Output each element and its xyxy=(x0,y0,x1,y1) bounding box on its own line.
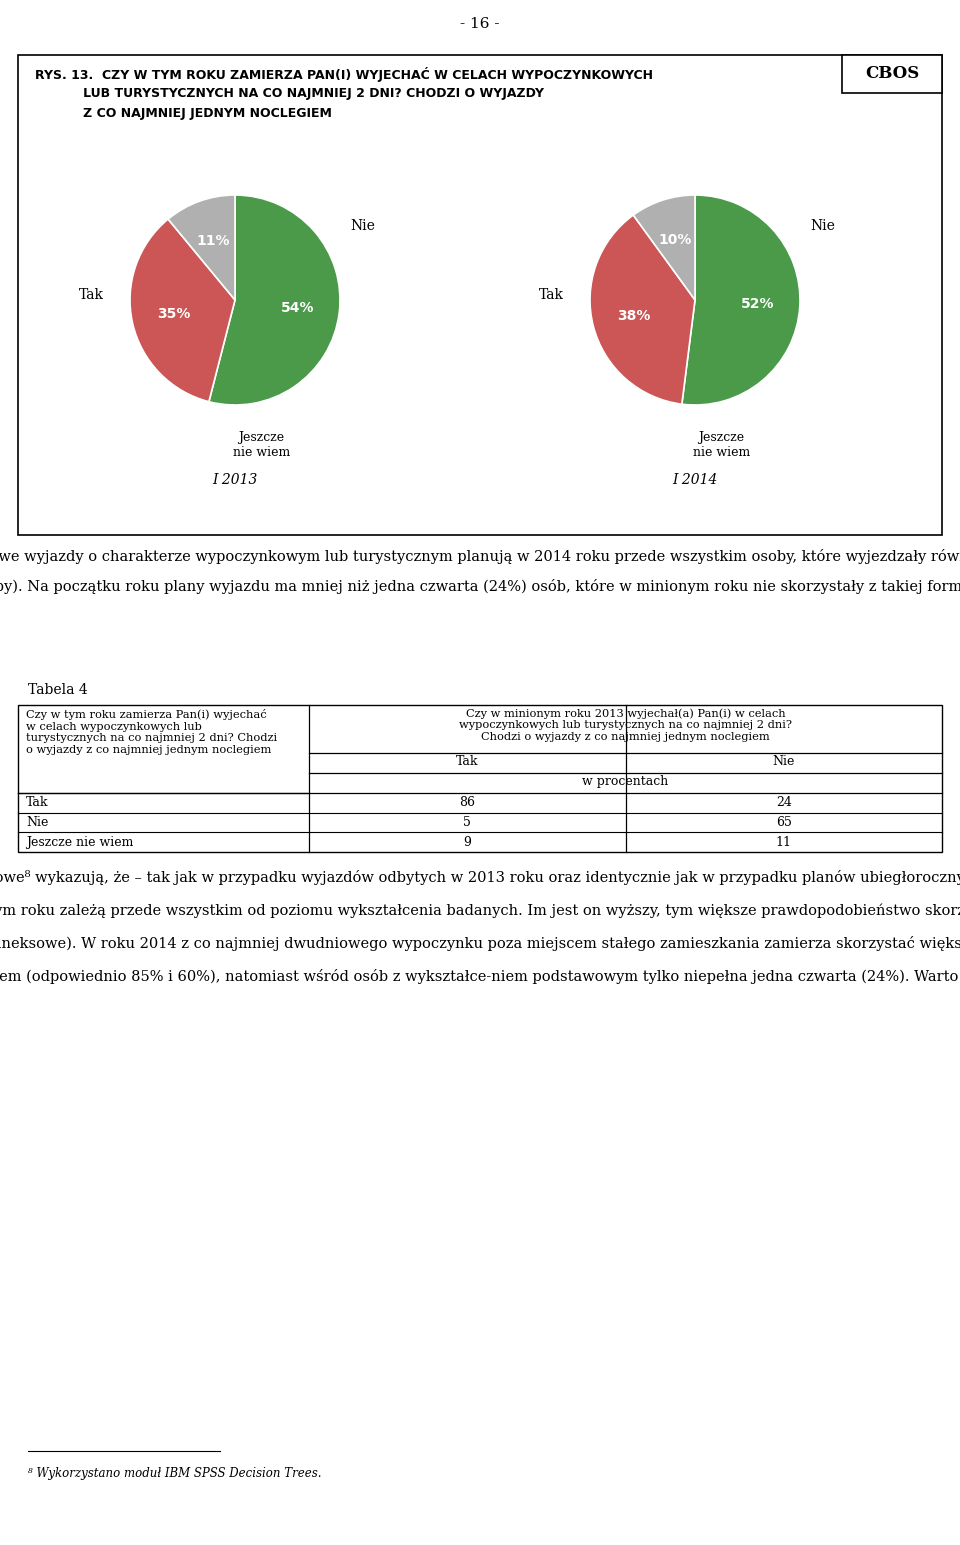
Text: - 16 -: - 16 - xyxy=(460,17,500,31)
Text: 11: 11 xyxy=(776,836,792,848)
Text: 52%: 52% xyxy=(741,297,775,311)
Text: 86: 86 xyxy=(459,796,475,810)
Text: i średnim wykształceniem (odpowiednio 85% i 60%), natomiast wśród osób z wykszta: i średnim wykształceniem (odpowiednio 85… xyxy=(0,969,960,984)
Text: Analizy wielozmiennowe⁸ wykazują, że – tak jak w przypadku wyjazdów odbytych w 2: Analizy wielozmiennowe⁸ wykazują, że – t… xyxy=(0,870,960,885)
Text: 9: 9 xyxy=(464,836,471,848)
Wedge shape xyxy=(168,195,235,300)
Wedge shape xyxy=(590,215,695,405)
Text: Tak: Tak xyxy=(26,796,49,810)
Bar xyxy=(842,56,942,93)
Text: Jeszcze nie wiem: Jeszcze nie wiem xyxy=(26,836,133,848)
Text: wypoczynku (zob. tabele aneksowe). W roku 2014 z co najmniej dwudniowego wypoczy: wypoczynku (zob. tabele aneksowe). W rok… xyxy=(0,936,960,952)
Wedge shape xyxy=(634,195,695,300)
Wedge shape xyxy=(209,195,340,405)
Text: 65: 65 xyxy=(776,816,792,830)
Text: Tak: Tak xyxy=(79,287,104,301)
Text: Z CO NAJMNIEJ JEDNYM NOCLEGIEM: Z CO NAJMNIEJ JEDNYM NOCLEGIEM xyxy=(35,107,332,121)
Wedge shape xyxy=(682,195,800,405)
Text: RYS. 13.  CZY W TYM ROKU ZAMIERZA PAN(I) WYJECHAĆ W CELACH WYPOCZYNKOWYCH: RYS. 13. CZY W TYM ROKU ZAMIERZA PAN(I) … xyxy=(35,66,653,82)
Text: LUB TURYSTYCZNYCH NA CO NAJMNIEJ 2 DNI? CHODZI O WYJAZDY: LUB TURYSTYCZNYCH NA CO NAJMNIEJ 2 DNI? … xyxy=(35,87,544,100)
Text: Nie: Nie xyxy=(350,219,375,233)
Text: Tak: Tak xyxy=(539,287,564,301)
Text: Tabela 4: Tabela 4 xyxy=(28,683,87,697)
Text: Tak: Tak xyxy=(456,756,478,768)
Text: 38%: 38% xyxy=(617,309,651,323)
Text: I 2013: I 2013 xyxy=(212,473,257,487)
Text: 5: 5 xyxy=(464,816,471,830)
Bar xyxy=(18,56,942,535)
Text: ⁸ Wykorzystano moduł IBM SPSS Decision Trees.: ⁸ Wykorzystano moduł IBM SPSS Decision T… xyxy=(28,1468,322,1480)
Text: 54%: 54% xyxy=(280,301,314,315)
Text: Czy w minionym roku 2013 wyjechał(a) Pan(i) w celach
wypoczynkowych lub turystyc: Czy w minionym roku 2013 wyjechał(a) Pan… xyxy=(459,708,792,742)
Text: (86% z tej grupy). Na początku roku plany wyjazdu ma mniej niż jedna czwarta (24: (86% z tej grupy). Na początku roku plan… xyxy=(0,579,960,593)
Text: CBOS: CBOS xyxy=(865,65,919,82)
Text: Jeszcze
nie wiem: Jeszcze nie wiem xyxy=(692,431,750,459)
Text: wypoczynku w bieżącym roku zależą przede wszystkim od poziomu wykształcenia bada: wypoczynku w bieżącym roku zależą przede… xyxy=(0,902,960,918)
Bar xyxy=(18,705,942,851)
Text: 24: 24 xyxy=(776,796,792,810)
Text: Nie: Nie xyxy=(773,756,795,768)
Wedge shape xyxy=(130,219,235,402)
Text: Co najmniej dwudniowe wyjazdy o charakterze wypoczynkowym lub turystycznym planu: Co najmniej dwudniowe wyjazdy o charakte… xyxy=(0,548,960,564)
Text: Jeszcze
nie wiem: Jeszcze nie wiem xyxy=(232,431,290,459)
Text: w procentach: w procentach xyxy=(583,776,669,788)
Text: Nie: Nie xyxy=(810,219,835,233)
Text: 10%: 10% xyxy=(659,233,692,247)
Text: 35%: 35% xyxy=(156,307,190,321)
Text: Czy w tym roku zamierza Pan(i) wyjechać
w celach wypoczynkowych lub
turystycznyc: Czy w tym roku zamierza Pan(i) wyjechać … xyxy=(26,709,277,756)
Text: Nie: Nie xyxy=(26,816,48,830)
Text: I 2014: I 2014 xyxy=(672,473,718,487)
Text: 11%: 11% xyxy=(197,233,230,247)
